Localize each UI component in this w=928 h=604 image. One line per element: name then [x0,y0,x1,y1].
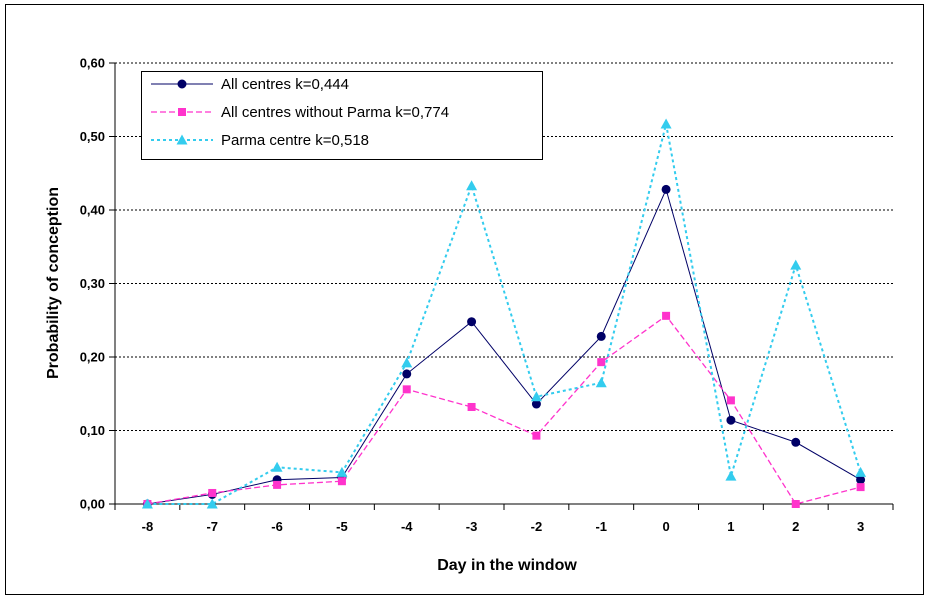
point-marker [661,184,671,194]
legend-label: All centres k=0,444 [221,76,349,93]
series-line [147,123,862,505]
point-marker [597,358,606,367]
point-marker [467,402,476,411]
point-marker [402,369,412,379]
x-tick-label: -5 [336,519,348,534]
point-marker [530,391,542,402]
y-tick-label: 0,20 [80,350,105,365]
series-3 [141,118,867,509]
point-marker [467,317,477,327]
x-tick-label: -3 [466,519,478,534]
point-marker [273,480,282,489]
series [141,118,867,509]
legend-label: Parma centre k=0,518 [221,132,369,149]
y-tick-label: 0,60 [80,56,105,71]
x-axis-title: Day in the window [437,557,577,574]
y-tick-label: 0,00 [80,497,105,512]
y-tick-label: 0,10 [80,423,105,438]
x-tick-label: -7 [206,519,218,534]
x-tick-label: 3 [857,519,864,534]
point-marker [596,331,606,341]
point-marker [402,385,411,394]
point-marker [208,488,217,497]
point-marker [401,357,413,368]
point-marker [856,483,865,492]
point-marker [595,377,607,388]
point-marker [336,466,348,477]
y-tick-label: 0,30 [80,276,105,291]
x-tick-label: 1 [727,519,734,534]
y-tick-label: 0,50 [80,129,105,144]
point-marker [532,431,541,440]
x-tick-label: -6 [271,519,283,534]
point-marker [726,396,735,405]
point-marker [466,180,478,191]
point-marker [531,399,541,409]
point-marker [141,498,153,509]
point-marker [178,108,186,116]
axes: 0,00 0,10 0,20 0,30 0,40 0,50 0,60 -8 -7 -6 -5 -4 -3… [80,56,894,534]
point-marker [206,498,218,509]
point-marker [790,259,802,270]
point-marker [856,475,866,485]
series-2 [143,311,865,508]
legend-box [141,71,543,160]
series-line [147,187,861,505]
x-tick-label: -8 [142,519,154,534]
x-tick-label: -2 [531,519,543,534]
x-tick-label: 0 [662,519,669,534]
y-tick-label: 0,40 [80,203,105,218]
point-marker [271,461,283,472]
point-marker [726,415,736,425]
point-marker [177,79,187,89]
legend-label: All centres without Parma k=0,774 [221,104,449,121]
series-line [147,314,861,505]
point-marker [660,118,672,129]
point-marker [855,466,867,477]
point-marker [337,477,346,486]
point-marker [662,311,671,320]
point-marker [791,437,801,447]
legend: All centres k=0,444 All centres without P… [141,71,543,160]
point-marker [791,500,800,508]
point-marker [725,470,737,481]
x-tick-label: 2 [792,519,799,534]
y-axis-title: Probability of conception [45,187,62,379]
x-tick-label: -1 [595,519,607,534]
point-marker [176,134,188,145]
x-tick-label: -4 [401,519,413,534]
